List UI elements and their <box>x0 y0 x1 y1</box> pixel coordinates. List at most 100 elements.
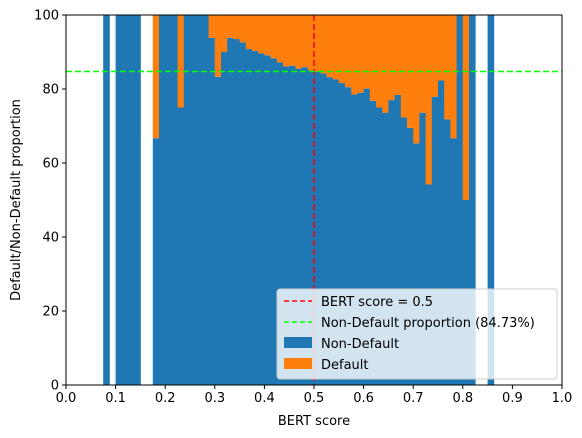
bar-default <box>444 15 451 120</box>
y-tick-label: 100 <box>34 9 59 24</box>
bar-default <box>450 15 457 139</box>
bar-non-default <box>438 80 445 386</box>
bar-non-default <box>351 94 358 386</box>
bar-non-default <box>134 15 141 385</box>
bar-default <box>413 15 420 144</box>
bar-non-default <box>301 67 309 386</box>
bar-non-default <box>214 76 222 385</box>
y-tick-label: 40 <box>42 231 59 246</box>
y-axis-label: Default/Non-Default proportion <box>9 99 24 301</box>
bar-non-default <box>103 15 110 385</box>
bar-non-default <box>444 119 451 385</box>
bar-default <box>289 15 296 66</box>
bar-non-default <box>177 107 185 385</box>
bar-default <box>419 15 426 113</box>
bar-non-default <box>190 15 197 385</box>
bar-non-default <box>456 15 464 385</box>
bar-default <box>264 15 271 56</box>
y-tick-label: 0 <box>51 379 59 394</box>
bar-default <box>152 15 160 139</box>
legend: BERT score = 0.5 Non-Default proportion … <box>276 288 558 380</box>
bar-default <box>314 15 321 72</box>
bar-default <box>276 15 284 63</box>
bar-default <box>245 15 253 50</box>
x-tick-label: 0.1 <box>105 391 126 406</box>
bar-non-default <box>221 52 228 385</box>
bar-default <box>221 15 228 52</box>
bar-default <box>301 15 309 68</box>
bar-non-default <box>283 66 290 386</box>
x-tick-label: 0.5 <box>304 391 325 406</box>
bar-default <box>270 15 278 59</box>
legend-label-non-default: Non-Default <box>321 337 399 352</box>
bar-default <box>233 15 240 40</box>
bar-default <box>363 15 371 89</box>
bar-non-default <box>425 184 433 385</box>
bar-non-default <box>357 92 364 385</box>
bar-non-default <box>419 112 426 386</box>
bar-non-default <box>382 112 389 386</box>
bar-non-default <box>239 42 247 385</box>
bar-non-default <box>338 83 346 385</box>
bar-default <box>431 15 439 97</box>
bar-default <box>345 15 352 88</box>
x-tick-label: 0.6 <box>353 391 374 406</box>
legend-label-vline: BERT score = 0.5 <box>321 295 433 310</box>
bar-non-default <box>159 15 166 385</box>
bar-default <box>258 15 265 54</box>
bar-default <box>239 15 247 43</box>
bar-default <box>369 15 377 101</box>
bar-default <box>388 15 395 101</box>
bar-non-default <box>270 58 278 385</box>
bar-non-default <box>196 15 203 385</box>
bar-non-default <box>227 37 234 385</box>
bar-non-default <box>245 49 253 385</box>
bar-non-default <box>171 15 178 385</box>
bar-default <box>376 15 383 108</box>
legend-label-hline: Non-Default proportion (84.73%) <box>321 316 535 331</box>
legend-box <box>276 288 558 380</box>
bar-non-default <box>202 15 209 385</box>
bar-default <box>320 15 327 74</box>
bar-non-default <box>115 15 123 385</box>
bar-non-default <box>388 100 395 385</box>
legend-swatch-non-default <box>284 337 312 348</box>
bar-default <box>283 15 290 67</box>
y-tick-label: 60 <box>42 157 59 172</box>
bar-non-default <box>400 117 408 386</box>
x-tick-label: 0.2 <box>155 391 176 406</box>
bar-non-default <box>376 107 383 385</box>
bar-non-default <box>121 15 129 385</box>
bar-non-default <box>314 71 321 386</box>
bar-non-default <box>431 96 439 386</box>
bar-non-default <box>233 39 240 386</box>
bar-default <box>208 15 216 38</box>
y-axis-ticks: 0 20 40 60 80 100 <box>34 9 66 394</box>
bar-non-default <box>258 53 265 385</box>
bar-default <box>227 15 234 38</box>
bar-default <box>400 15 408 118</box>
x-axis-ticks: 0.0 0.1 0.2 0.3 0.4 0.5 0.6 0.7 0.8 0.9 1.0 <box>56 385 573 406</box>
x-tick-label: 0.7 <box>403 391 424 406</box>
bar-default <box>357 15 364 93</box>
bar-default <box>425 15 433 185</box>
bar-default <box>351 15 358 95</box>
bar-non-default <box>332 79 340 385</box>
bar-default <box>332 15 340 80</box>
x-tick-label: 0.8 <box>452 391 473 406</box>
bar-non-default <box>152 138 160 385</box>
bar-non-default <box>363 88 371 385</box>
bar-default <box>338 15 346 84</box>
bar-default <box>394 15 402 95</box>
bar-non-default <box>128 15 135 385</box>
bar-default <box>177 15 185 108</box>
bar-default <box>295 15 302 69</box>
bar-default <box>462 15 470 200</box>
legend-swatch-default <box>284 358 312 369</box>
bar-non-default <box>450 138 457 385</box>
x-tick-label: 0.3 <box>204 391 225 406</box>
x-tick-label: 1.0 <box>552 391 573 406</box>
y-tick-label: 20 <box>42 305 59 320</box>
bar-non-default <box>369 100 377 385</box>
